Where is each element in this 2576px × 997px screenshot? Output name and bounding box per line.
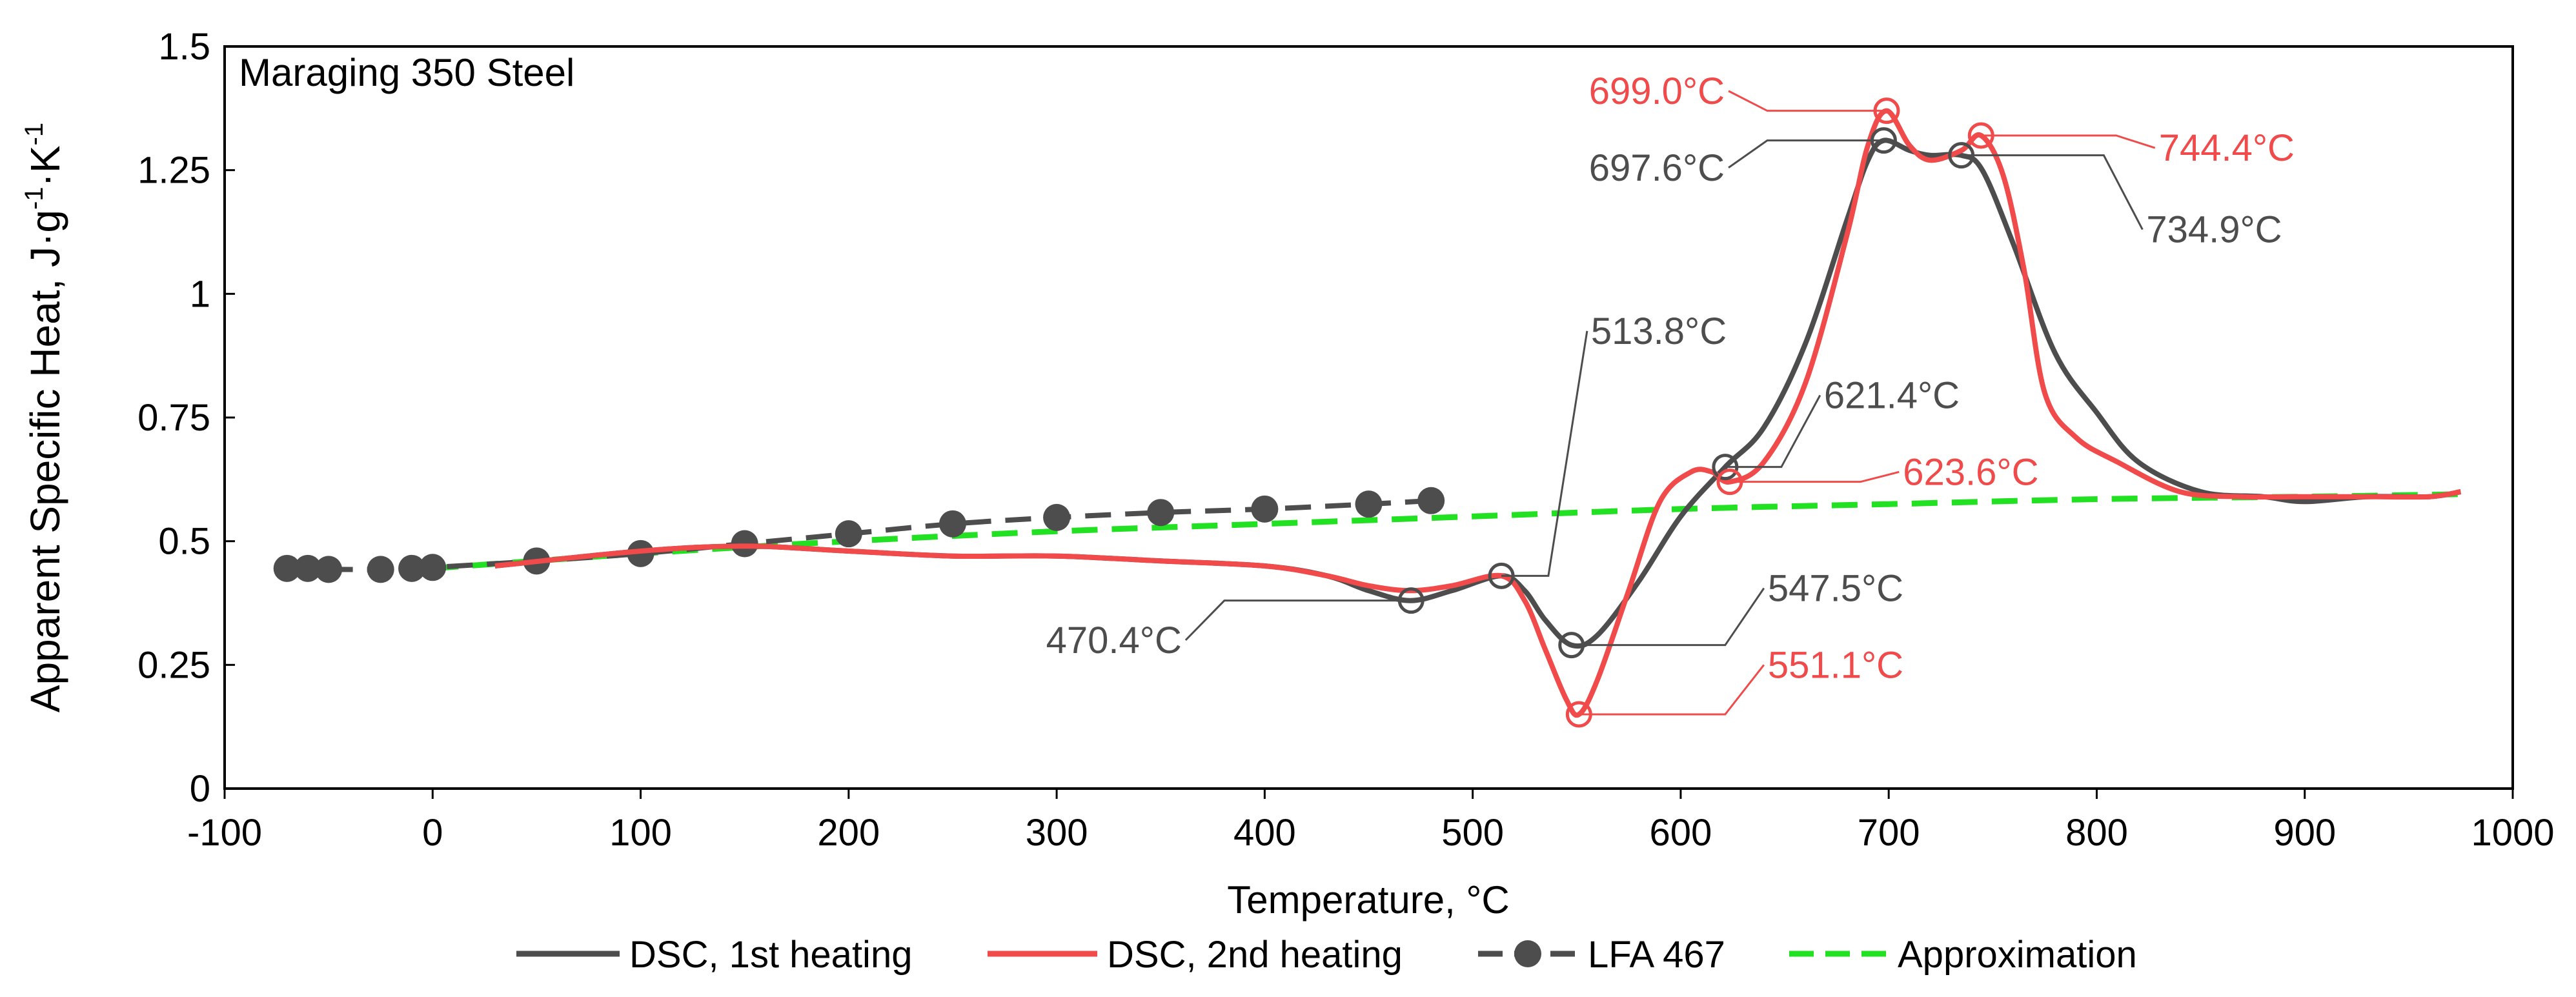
y-tick-label: 1 xyxy=(190,273,210,315)
lfa-point xyxy=(273,554,301,582)
x-tick-label: 900 xyxy=(2273,812,2336,854)
lfa-point xyxy=(1147,499,1175,527)
peak-label: 697.6°C xyxy=(1589,147,1725,189)
series-approximation-line xyxy=(432,491,2461,572)
peak-leader-line xyxy=(1961,154,2144,230)
y-axis-label: Apparent Specific Heat, J·g-1·K-1 xyxy=(20,123,68,712)
x-tick-label: -100 xyxy=(187,812,262,854)
lfa-point xyxy=(1251,495,1279,523)
peak-label: 551.1°C xyxy=(1768,644,1903,686)
lfa-point xyxy=(367,556,394,583)
y-tick-label: 1.25 xyxy=(137,150,210,192)
y-axis-label-exp1: -1 xyxy=(20,186,48,210)
y-tick-label: 0.75 xyxy=(137,397,210,439)
x-tick-label: 600 xyxy=(1650,812,1712,854)
y-axis-label-dot2: · xyxy=(22,173,68,186)
peak-leader-line xyxy=(1579,664,1765,716)
peak-label: 470.4°C xyxy=(1046,619,1182,661)
series-layer xyxy=(273,108,2462,718)
lfa-point xyxy=(1355,490,1383,518)
peak-label: 744.4°C xyxy=(2159,127,2295,169)
peak-leader-line xyxy=(1725,394,1821,468)
lfa-point xyxy=(315,556,343,583)
series-dsc2-line xyxy=(494,108,2462,718)
y-axis-label-dot1: · xyxy=(22,233,68,247)
lfa-point xyxy=(835,520,862,548)
lfa-point xyxy=(938,510,966,538)
peak-leader-line xyxy=(1501,330,1588,577)
peak-label: 734.9°C xyxy=(2146,209,2282,251)
legend-label-dsc2: DSC, 2nd heating xyxy=(1107,934,1403,976)
y-axis-label-base: Apparent Specific Heat, J xyxy=(22,247,68,712)
x-tick-label: 300 xyxy=(1026,812,1088,854)
peak-label: 621.4°C xyxy=(1824,375,1960,417)
y-axis: 0 0.25 0.5 0.75 1 1.25 1.5 xyxy=(137,26,235,810)
lfa-point xyxy=(398,554,426,582)
x-axis-label: Temperature, °C xyxy=(1227,878,1510,921)
legend-label-approx: Approximation xyxy=(1898,934,2137,976)
y-axis-label-exp2: -1 xyxy=(20,123,48,146)
x-tick-label: 0 xyxy=(422,812,443,854)
peak-label: 699.0°C xyxy=(1589,70,1725,112)
x-tick-label: 1000 xyxy=(2471,812,2554,854)
x-tick-label: 500 xyxy=(1441,812,1504,854)
y-tick-label: 0.5 xyxy=(158,521,210,563)
peak-label: 623.6°C xyxy=(1903,451,2038,493)
peak-leader-line xyxy=(1729,470,1900,483)
y-tick-label: 0 xyxy=(190,768,210,810)
peak-leader-line xyxy=(1728,90,1887,112)
chart-title: Maraging 350 Steel xyxy=(239,51,574,94)
x-tick-label: 200 xyxy=(817,812,880,854)
y-tick-label: 0.25 xyxy=(137,644,210,686)
lfa-point xyxy=(419,554,447,581)
peak-leader-line xyxy=(1981,134,2156,149)
y-axis-label-g: g xyxy=(22,210,68,233)
peak-leader-line xyxy=(1184,599,1412,641)
x-tick-label: 100 xyxy=(609,812,672,854)
lfa-point xyxy=(294,554,321,582)
x-tick-label: 700 xyxy=(1858,812,1920,854)
peak-leader-line xyxy=(1728,139,1884,169)
lfa-point xyxy=(1417,487,1445,514)
peak-label: 513.8°C xyxy=(1591,310,1727,352)
annotation-layer: 470.4°C 513.8°C 547.5°C 551.1°C 621.4°C 623.6… xyxy=(1046,70,2295,728)
x-tick-label: 800 xyxy=(2065,812,2128,854)
legend-label-dsc1: DSC, 1st heating xyxy=(629,934,912,976)
y-tick-label: 1.5 xyxy=(158,26,210,68)
legend-label-lfa: LFA 467 xyxy=(1588,934,1725,976)
peak-label: 547.5°C xyxy=(1768,568,1903,610)
legend: DSC, 1st heating DSC, 2nd heating LFA 46… xyxy=(516,934,2137,976)
y-axis-label-k: K xyxy=(22,145,68,173)
legend-marker-lfa xyxy=(1514,940,1541,967)
x-tick-label: 400 xyxy=(1233,812,1296,854)
lfa-point xyxy=(1043,503,1071,531)
x-axis: -100 0 100 200 300 400 500 600 700 800 900 1000 xyxy=(187,789,2555,854)
peak-leader-line xyxy=(1571,587,1765,647)
